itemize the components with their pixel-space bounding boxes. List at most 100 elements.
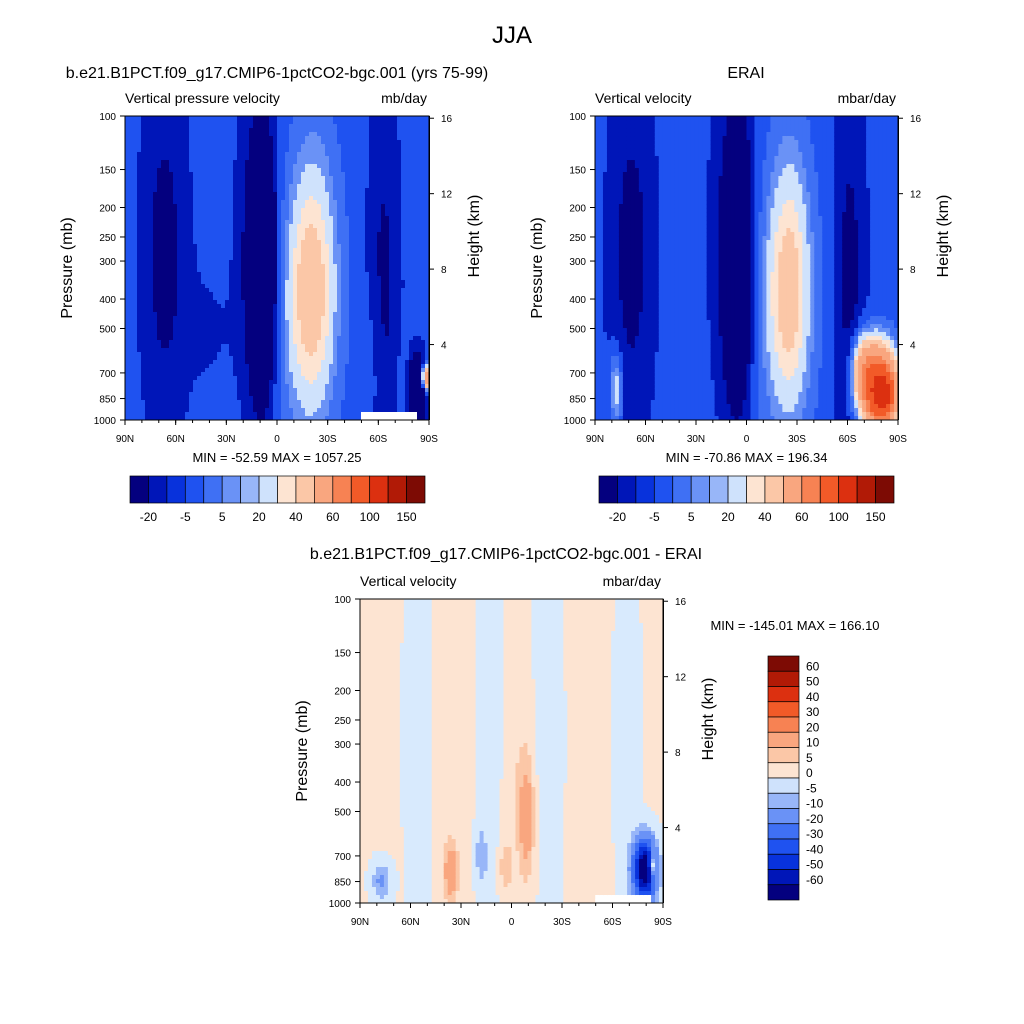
heatmap-cell — [361, 284, 366, 289]
heatmap-cell — [149, 148, 154, 153]
heatmap-cell — [221, 416, 226, 420]
heatmap-cell — [373, 212, 378, 217]
heatmap-cell — [157, 356, 162, 361]
heatmap-cell — [377, 380, 382, 385]
heatmap-cell — [241, 172, 246, 177]
heatmap-cell — [269, 276, 274, 281]
heatmap-cell — [209, 324, 214, 329]
heatmap-cell — [341, 384, 346, 389]
heatmap-cell — [137, 208, 142, 213]
heatmap-cell — [337, 412, 342, 417]
heatmap-cell — [241, 256, 246, 261]
heatmap-cell — [269, 272, 274, 277]
heatmap-cell — [325, 148, 330, 153]
heatmap-cell — [309, 176, 314, 181]
heatmap-cell — [313, 236, 318, 241]
heatmap-cell — [149, 252, 154, 257]
heatmap-cell — [257, 184, 262, 189]
heatmap-cell — [257, 212, 262, 217]
heatmap-cell — [381, 352, 386, 357]
heatmap-cell — [341, 272, 346, 277]
heatmap-cell — [309, 168, 314, 173]
heatmap-cell — [213, 228, 218, 233]
heatmap-cell — [241, 164, 246, 169]
heatmap-cell — [317, 136, 322, 141]
heatmap-cell — [301, 172, 306, 177]
heatmap-cell — [357, 380, 362, 385]
heatmap-cell — [273, 260, 278, 265]
heatmap-cell — [269, 168, 274, 173]
heatmap-cell — [205, 276, 210, 281]
heatmap-cell — [197, 208, 202, 213]
heatmap-cell — [189, 284, 194, 289]
heatmap-cell — [253, 232, 258, 237]
heatmap-cell — [345, 160, 350, 165]
heatmap-cell — [209, 156, 214, 161]
heatmap-cell — [337, 260, 342, 265]
heatmap-cell — [297, 272, 302, 277]
heatmap-cell — [365, 408, 370, 413]
heatmap-cell — [161, 408, 166, 413]
heatmap-cell — [125, 188, 130, 193]
heatmap-cell — [321, 356, 326, 361]
heatmap-cell — [181, 352, 186, 357]
heatmap-cell — [261, 328, 266, 333]
heatmap-cell — [225, 128, 230, 133]
heatmap-cell — [161, 228, 166, 233]
heatmap-cell — [337, 416, 342, 420]
heatmap-cell — [233, 144, 238, 149]
heatmap-cell — [233, 256, 238, 261]
heatmap-cell — [173, 148, 178, 153]
heatmap-cell — [313, 220, 318, 225]
heatmap-cell — [253, 244, 258, 249]
heatmap-cell — [165, 304, 170, 309]
heatmap-cell — [133, 160, 138, 165]
heatmap-cell — [293, 140, 298, 145]
heatmap-cell — [213, 132, 218, 137]
heatmap-cell — [345, 248, 350, 253]
heatmap-cell — [197, 396, 202, 401]
heatmap-cell — [257, 296, 262, 301]
heatmap-cell — [185, 408, 190, 413]
heatmap-cell — [305, 260, 310, 265]
heatmap-cell — [273, 232, 278, 237]
heatmap-cell — [273, 276, 278, 281]
heatmap-cell — [305, 200, 310, 205]
heatmap-cell — [181, 180, 186, 185]
heatmap-cell — [205, 140, 210, 145]
heatmap-cell — [137, 328, 142, 333]
heatmap-cell — [209, 148, 214, 153]
heatmap-cell — [181, 140, 186, 145]
heatmap-cell — [141, 232, 146, 237]
heatmap-cell — [253, 388, 258, 393]
heatmap-cell — [153, 292, 158, 297]
heatmap-cell — [301, 144, 306, 149]
heatmap-cell — [125, 344, 130, 349]
heatmap-cell — [277, 304, 282, 309]
heatmap-cell — [321, 244, 326, 249]
heatmap-cell — [361, 300, 366, 305]
heatmap-cell — [377, 220, 382, 225]
heatmap-cell — [197, 200, 202, 205]
heatmap-cell — [329, 204, 334, 209]
heatmap-cell — [265, 200, 270, 205]
heatmap-cell — [189, 224, 194, 229]
heatmap-cell — [285, 128, 290, 133]
heatmap-cell — [257, 384, 262, 389]
heatmap-cell — [345, 352, 350, 357]
heatmap-cell — [257, 116, 262, 121]
heatmap-cell — [169, 412, 174, 417]
heatmap-cell — [301, 296, 306, 301]
heatmap-cell — [253, 280, 258, 285]
heatmap-cell — [209, 296, 214, 301]
heatmap-cell — [229, 224, 234, 229]
heatmap-cell — [269, 148, 274, 153]
heatmap-cell — [229, 328, 234, 333]
heatmap-cell — [305, 344, 310, 349]
heatmap-cell — [153, 252, 158, 257]
heatmap-cell — [145, 396, 150, 401]
heatmap-cell — [241, 296, 246, 301]
heatmap-cell — [273, 184, 278, 189]
heatmap-cell — [145, 384, 150, 389]
heatmap-cell — [317, 332, 322, 337]
